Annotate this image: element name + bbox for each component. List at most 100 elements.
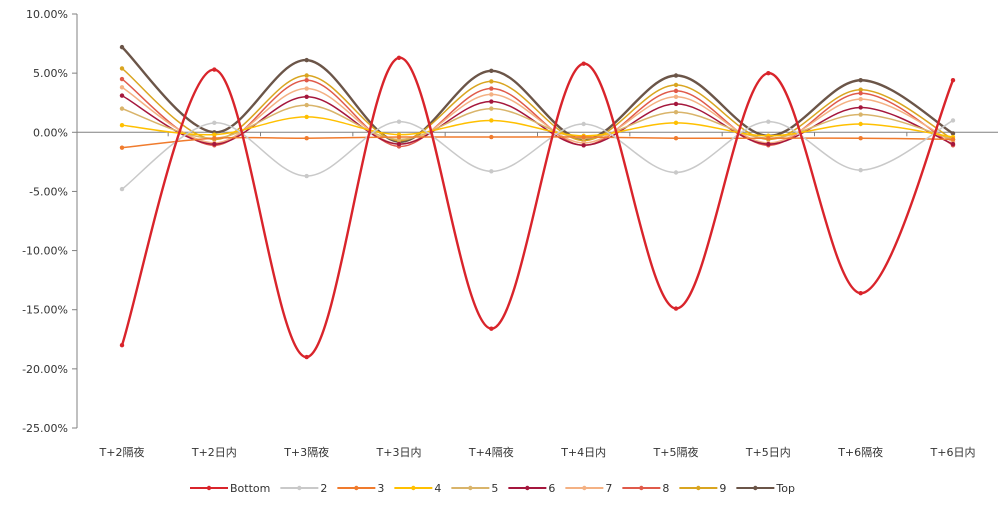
series-line xyxy=(121,119,954,190)
data-point xyxy=(304,102,309,108)
data-point xyxy=(581,134,586,140)
data-point xyxy=(212,136,217,141)
data-point xyxy=(119,343,125,348)
y-tick-label: -20.00% xyxy=(22,363,68,376)
data-point xyxy=(396,119,402,124)
data-point xyxy=(673,94,679,100)
data-point xyxy=(396,134,402,140)
data-point xyxy=(950,78,956,83)
legend-item: 9 xyxy=(679,482,726,495)
data-point xyxy=(673,306,679,311)
data-point xyxy=(212,120,217,126)
data-point xyxy=(673,120,679,126)
legend-item: Top xyxy=(736,482,795,495)
legend-label: 7 xyxy=(605,482,612,495)
data-point xyxy=(212,67,217,72)
legend-label: Bottom xyxy=(230,482,270,495)
x-tick-label: T+2隔夜 xyxy=(99,445,145,459)
legend-marker xyxy=(525,485,530,491)
data-point xyxy=(489,169,494,174)
y-tick-label: 0.00% xyxy=(33,126,68,139)
data-point xyxy=(858,290,863,296)
data-point xyxy=(489,106,494,111)
data-point xyxy=(673,88,679,94)
x-tick-label: T+6日内 xyxy=(930,445,976,459)
x-axis: T+2隔夜 T+2日内 T+3隔夜 T+3日内 T+4隔夜 T+4日内 T+5隔夜 T+5日内… xyxy=(77,131,998,459)
legend-marker xyxy=(297,485,302,491)
x-tick-label: T+3隔夜 xyxy=(283,445,329,459)
data-point xyxy=(858,167,863,173)
y-axis: 10.00% 5.00% 0.00% -5.00% -10.00% -15.00% -20.… xyxy=(22,8,78,435)
data-point xyxy=(489,326,494,331)
x-tick-label: T+5日内 xyxy=(745,445,791,459)
legend-label: Top xyxy=(775,482,795,495)
data-point xyxy=(766,70,771,76)
data-point xyxy=(858,91,863,96)
data-point xyxy=(489,118,494,123)
legend-label: 3 xyxy=(377,482,384,495)
y-tick-label: -10.00% xyxy=(22,245,68,258)
series-line xyxy=(121,86,954,145)
series-bottom xyxy=(119,55,956,360)
legend-item: 3 xyxy=(337,482,384,495)
series-line xyxy=(121,136,954,149)
series-line xyxy=(120,56,955,359)
x-tick-label: T+6隔夜 xyxy=(837,445,883,459)
data-point xyxy=(119,122,125,128)
legend-marker xyxy=(354,485,359,491)
series-line xyxy=(121,46,954,143)
data-point xyxy=(212,141,217,147)
y-tick-label: -25.00% xyxy=(22,422,68,435)
data-point xyxy=(673,82,679,88)
data-point xyxy=(581,61,586,66)
data-point xyxy=(673,136,679,141)
data-point xyxy=(950,137,956,142)
series-line xyxy=(121,78,954,148)
data-point xyxy=(489,79,494,84)
data-point xyxy=(673,101,679,107)
data-point xyxy=(489,68,494,73)
legend-item: 6 xyxy=(508,482,555,495)
data-point xyxy=(858,96,863,102)
legend-item: 2 xyxy=(280,482,327,495)
data-point xyxy=(304,94,309,100)
series-3 xyxy=(119,134,956,150)
data-point xyxy=(119,76,125,82)
series-line xyxy=(121,104,954,141)
data-point xyxy=(119,85,125,90)
data-point xyxy=(304,173,309,179)
data-point xyxy=(673,109,679,115)
data-point xyxy=(581,121,586,127)
data-point xyxy=(673,170,679,175)
y-tick-label: 10.00% xyxy=(26,8,68,21)
legend-marker xyxy=(411,485,416,491)
y-tick-label: 5.00% xyxy=(33,67,68,80)
data-point xyxy=(950,131,956,136)
data-point xyxy=(581,143,586,148)
data-point xyxy=(673,73,679,78)
data-point xyxy=(119,66,125,71)
data-point xyxy=(304,78,309,83)
data-point xyxy=(119,186,125,192)
data-point xyxy=(396,55,402,60)
legend-item: Bottom xyxy=(190,482,270,495)
legend-item: 4 xyxy=(394,482,441,495)
legend-label: 9 xyxy=(719,482,726,495)
legend-label: 5 xyxy=(491,482,498,495)
data-point xyxy=(304,354,309,360)
data-point xyxy=(858,136,863,141)
y-tick-label: -5.00% xyxy=(29,185,68,198)
data-point xyxy=(304,136,309,141)
data-point xyxy=(489,99,494,104)
data-point xyxy=(489,134,494,140)
data-point xyxy=(304,73,309,78)
legend-label: 2 xyxy=(320,482,327,495)
data-point xyxy=(858,87,863,92)
x-tick-label: T+5隔夜 xyxy=(653,445,699,459)
data-point xyxy=(212,132,217,137)
legend-item: 5 xyxy=(451,482,498,495)
legend-label: 4 xyxy=(434,482,441,495)
legend-label: 6 xyxy=(548,482,555,495)
